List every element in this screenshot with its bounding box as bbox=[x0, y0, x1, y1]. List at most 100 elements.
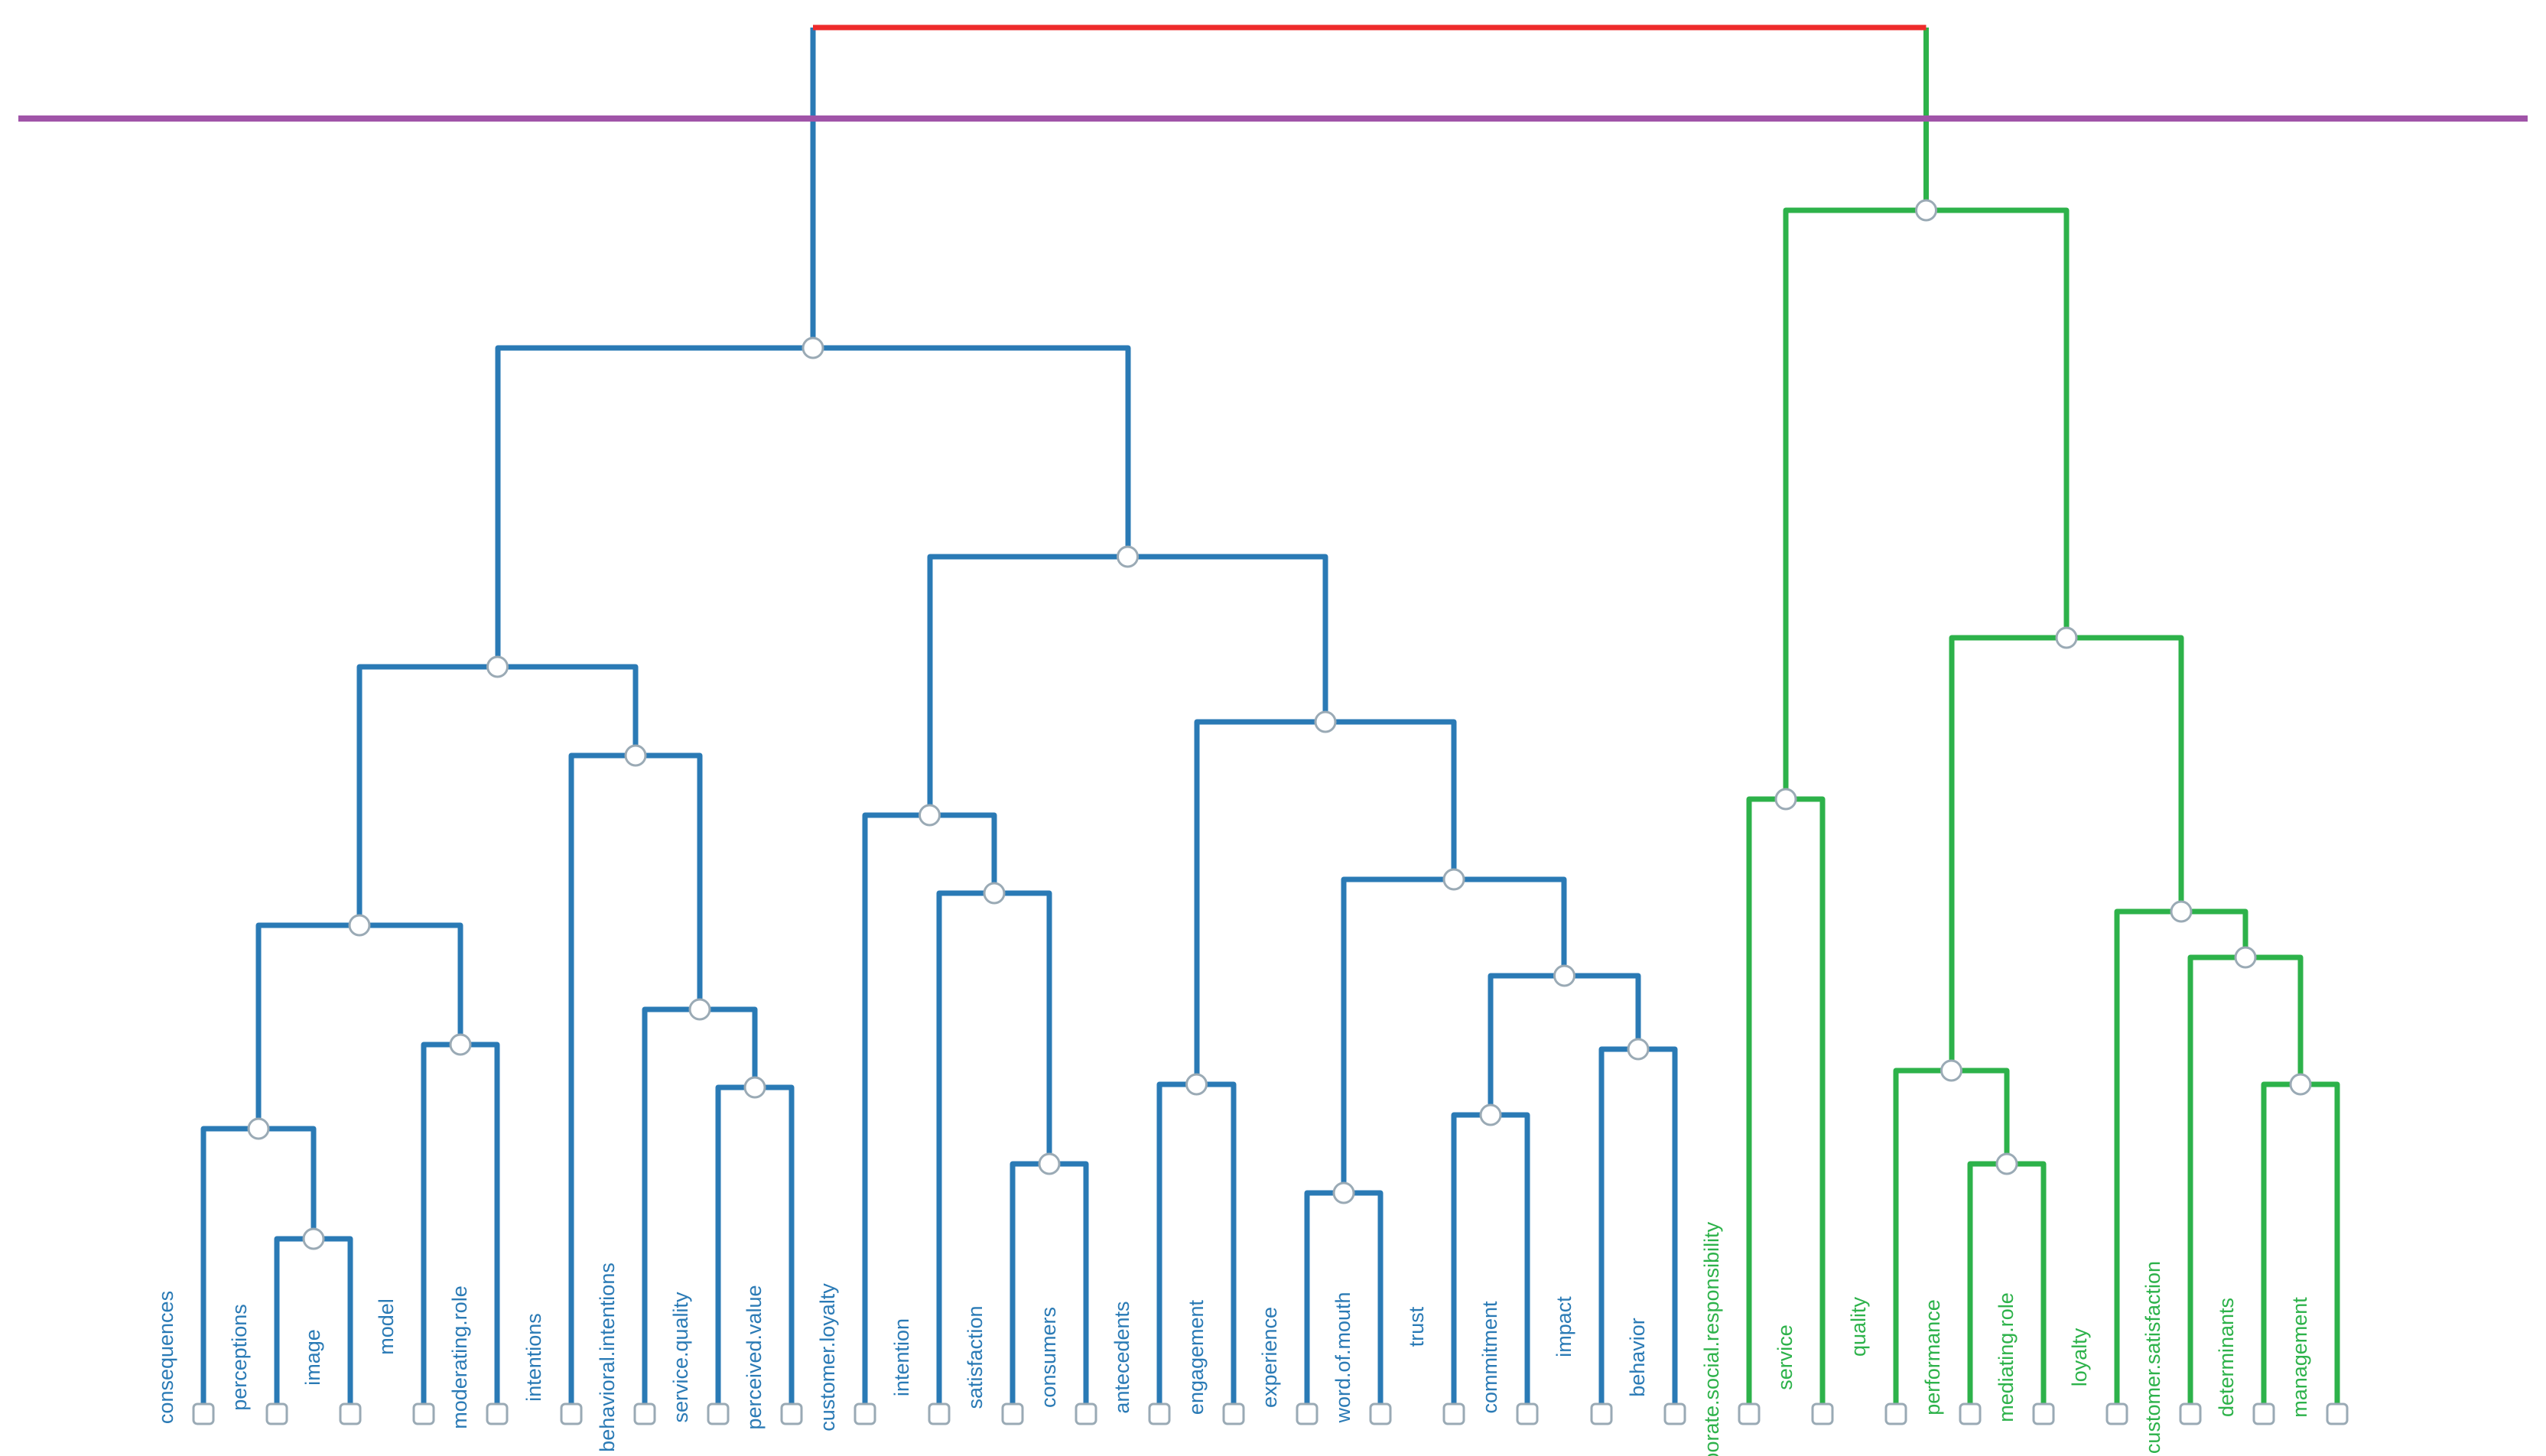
merge-node-n16 bbox=[1553, 964, 1575, 987]
leaf-label-L10: intention bbox=[890, 1318, 913, 1396]
leaf-label-L18: commitment bbox=[1478, 1301, 1501, 1414]
leaf-node-L22 bbox=[1811, 1402, 1834, 1425]
leaf-node-L1 bbox=[265, 1402, 288, 1425]
link-n25 bbox=[2187, 954, 2304, 1413]
merge-node-n28 bbox=[1915, 199, 1937, 222]
leaf-label-L23: quality bbox=[1847, 1296, 1870, 1357]
leaf-label-L20: behavior bbox=[1626, 1318, 1649, 1397]
leaf-node-L7 bbox=[707, 1402, 730, 1425]
leaf-node-L26 bbox=[2105, 1402, 2128, 1425]
leaf-label-L9: customer.loyalty bbox=[816, 1283, 839, 1432]
leaf-label-L13: antecedents bbox=[1110, 1301, 1133, 1413]
leaf-node-L16 bbox=[1369, 1402, 1392, 1425]
leaf-label-L29: management bbox=[2288, 1297, 2311, 1418]
leaf-label-L27: customer.satisfaction bbox=[2141, 1261, 2164, 1454]
leaf-node-L12 bbox=[1075, 1402, 1097, 1425]
merge-node-n20 bbox=[802, 336, 824, 359]
merge-node-n17 bbox=[1442, 868, 1465, 891]
merge-node-n7 bbox=[624, 744, 647, 767]
merge-node-n1 bbox=[302, 1227, 325, 1250]
link-n27 bbox=[1949, 635, 2184, 1071]
leaf-node-L14 bbox=[1222, 1402, 1245, 1425]
leaf-label-L17: trust bbox=[1405, 1306, 1428, 1347]
leaf-label-L7: service.quality bbox=[669, 1292, 692, 1423]
leaf-node-L3 bbox=[412, 1402, 435, 1425]
leaf-label-L4: moderating.role bbox=[448, 1285, 471, 1429]
link-n4 bbox=[255, 922, 463, 1129]
leaf-label-L1: perceptions bbox=[228, 1304, 251, 1411]
leaf-node-L20 bbox=[1663, 1402, 1686, 1425]
leaf-node-L5 bbox=[560, 1402, 583, 1425]
leaf-node-L2 bbox=[339, 1402, 362, 1425]
merge-node-n14 bbox=[1479, 1103, 1502, 1126]
leaf-node-L0 bbox=[192, 1402, 215, 1425]
merge-node-n3 bbox=[449, 1033, 472, 1056]
merge-node-n27 bbox=[2055, 626, 2078, 649]
link-n19 bbox=[927, 554, 1328, 815]
merge-node-n21 bbox=[1774, 788, 1797, 811]
merge-node-n26 bbox=[2170, 900, 2193, 923]
leaf-node-L8 bbox=[780, 1402, 803, 1425]
link-n5 bbox=[642, 1006, 758, 1413]
link-n1 bbox=[274, 1236, 353, 1413]
leaf-node-L25 bbox=[2032, 1402, 2055, 1425]
merge-node-n6 bbox=[743, 1076, 766, 1099]
link-n21 bbox=[1746, 796, 1826, 1413]
link-n2 bbox=[200, 1126, 317, 1413]
merge-nodes bbox=[247, 199, 2312, 1250]
leaf-label-L15: experience bbox=[1258, 1307, 1281, 1408]
leaf-node-L23 bbox=[1884, 1402, 1907, 1425]
link-n10 bbox=[936, 890, 1052, 1413]
leaf-label-L14: engagement bbox=[1185, 1299, 1208, 1415]
dendrogram-links bbox=[200, 24, 2340, 1413]
leaf-label-L8: perceived.value bbox=[743, 1285, 766, 1429]
merge-node-n8 bbox=[486, 655, 509, 678]
leaf-label-L22: service bbox=[1774, 1324, 1797, 1390]
merge-node-n9 bbox=[1038, 1152, 1061, 1175]
leaf-label-L16: word.of.mouth bbox=[1332, 1292, 1354, 1423]
leaf-node-L21 bbox=[1738, 1402, 1761, 1425]
link-n8 bbox=[356, 664, 639, 925]
merge-node-n10 bbox=[983, 882, 1006, 905]
merge-node-n19 bbox=[1117, 545, 1139, 568]
merge-node-n13 bbox=[1332, 1181, 1355, 1204]
leaf-label-L2: image bbox=[301, 1329, 324, 1386]
leaf-label-L6: behavioral.intentions bbox=[596, 1263, 619, 1452]
leaf-node-L9 bbox=[854, 1402, 876, 1425]
leaf-node-L24 bbox=[1959, 1402, 1982, 1425]
leaf-label-L5: intentions bbox=[522, 1313, 545, 1402]
leaf-label-L26: loyalty bbox=[2068, 1328, 2091, 1386]
merge-node-n18 bbox=[1314, 710, 1337, 733]
leaf-node-L4 bbox=[486, 1402, 509, 1425]
link-n23 bbox=[1893, 1068, 2010, 1413]
merge-node-n25 bbox=[2234, 946, 2257, 969]
leaf-label-L21: corporate.social.responsibility bbox=[1700, 1221, 1723, 1456]
merge-node-n4 bbox=[348, 914, 371, 937]
leaf-label-L25: mediating.role bbox=[1995, 1292, 2018, 1422]
leaf-node-L19 bbox=[1590, 1402, 1613, 1425]
merge-node-n23 bbox=[1940, 1059, 1962, 1082]
leaf-node-L27 bbox=[2179, 1402, 2202, 1425]
leaf-node-L13 bbox=[1148, 1402, 1171, 1425]
leaf-node-L17 bbox=[1442, 1402, 1465, 1425]
link-n16 bbox=[1488, 973, 1641, 1115]
merge-node-n11 bbox=[919, 804, 941, 827]
leaf-node-L10 bbox=[928, 1402, 951, 1425]
link-n28 bbox=[1783, 207, 2070, 799]
leaf-labels: consequences perceptions image model moderat… bbox=[154, 1221, 2311, 1456]
merge-node-n12 bbox=[1185, 1073, 1208, 1096]
merge-node-n15 bbox=[1627, 1038, 1650, 1061]
leaf-label-L3: model bbox=[375, 1298, 398, 1355]
leaf-node-L6 bbox=[633, 1402, 656, 1425]
leaf-node-L15 bbox=[1296, 1402, 1319, 1425]
leaf-node-L28 bbox=[2252, 1402, 2275, 1425]
leaf-label-L24: performance bbox=[1921, 1299, 1944, 1415]
merge-node-n22 bbox=[1995, 1152, 2018, 1175]
leaf-node-L11 bbox=[1001, 1402, 1024, 1425]
merge-node-n2 bbox=[247, 1117, 270, 1140]
leaf-label-L19: impact bbox=[1553, 1296, 1575, 1357]
link-n18 bbox=[1194, 719, 1457, 1084]
leaf-label-L12: consumers bbox=[1037, 1307, 1060, 1408]
leaf-node-L29 bbox=[2326, 1402, 2349, 1425]
